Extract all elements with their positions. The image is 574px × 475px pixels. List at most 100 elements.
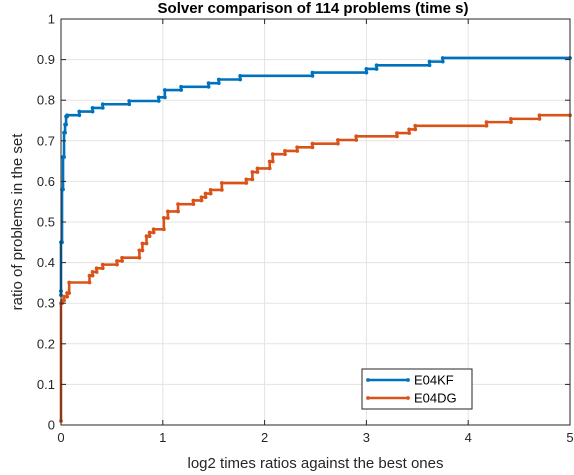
data-point (295, 149, 300, 153)
data-point (62, 155, 66, 159)
data-point (162, 88, 167, 92)
data-point (137, 248, 142, 253)
y-tick-label: 0.1 (37, 377, 55, 392)
data-point (354, 134, 359, 139)
data-point (151, 227, 156, 232)
y-tick-label: 0.5 (37, 215, 55, 230)
data-point (144, 234, 149, 239)
grid-lines (61, 19, 570, 425)
legend: E04KF E04DG (361, 368, 473, 410)
x-tick-label: 4 (465, 430, 472, 445)
x-tick-label: 0 (57, 430, 64, 445)
data-point (395, 134, 399, 139)
data-point (395, 131, 399, 135)
data-point (310, 145, 315, 150)
data-point (94, 270, 99, 274)
data-point (484, 120, 489, 125)
data-point (270, 152, 275, 157)
data-point (427, 59, 432, 64)
data-point (336, 141, 340, 146)
data-point (413, 127, 418, 132)
legend-label: E04DG (414, 391, 457, 406)
data-point (283, 152, 287, 157)
data-point (364, 70, 369, 75)
data-point (62, 294, 66, 299)
series-e04dg (59, 113, 572, 423)
series-layer (59, 56, 572, 423)
data-point (440, 59, 445, 64)
data-point (238, 73, 243, 78)
data-point (65, 113, 70, 118)
data-point (509, 116, 513, 121)
data-point (100, 262, 105, 267)
data-point (179, 84, 184, 89)
data-point (144, 241, 149, 246)
data-point (310, 70, 315, 75)
data-point (413, 123, 418, 128)
y-tick-label: 0.3 (37, 296, 55, 311)
y-axis-label: ratio of problems in the set (9, 133, 26, 311)
x-tick-label: 3 (363, 430, 370, 445)
x-tick-label: 1 (159, 430, 166, 445)
y-tick-label: 0.8 (37, 93, 55, 108)
data-point (90, 106, 95, 110)
legend-marker (366, 396, 370, 400)
data-point (250, 177, 255, 182)
data-point (440, 56, 445, 60)
legend-box (361, 368, 473, 410)
data-point (238, 77, 243, 82)
data-point (427, 63, 432, 68)
x-axis-label: log2 times ratios against the best ones (188, 455, 444, 472)
data-point (267, 166, 272, 171)
data-point (176, 202, 180, 207)
legend-marker (366, 378, 370, 382)
data-point (374, 67, 379, 71)
data-point (127, 102, 132, 107)
data-point (90, 273, 95, 278)
data-point (206, 84, 211, 89)
data-point (67, 280, 72, 285)
data-point (137, 255, 142, 260)
y-tick-label: 0 (48, 418, 55, 433)
data-point (140, 241, 145, 246)
data-point (62, 298, 66, 303)
y-tick-label: 1 (48, 12, 55, 27)
y-tick-label: 0.2 (37, 336, 55, 351)
legend-marker (406, 396, 410, 400)
data-point (147, 234, 152, 239)
data-point (255, 170, 260, 174)
data-point (374, 63, 379, 68)
data-point (115, 262, 119, 267)
data-point (156, 99, 161, 103)
data-point (310, 141, 315, 146)
data-point (165, 209, 170, 214)
data-point (115, 259, 119, 263)
y-tick-label: 0.4 (37, 255, 55, 270)
data-point (244, 177, 249, 182)
legend-entries: E04KF E04DG (366, 373, 457, 406)
axis-ticks: 0 1 2 3 4 5 0 0.1 0.2 0.3 0.4 0.5 0.6 0.7 0.8 0.9 1 (37, 12, 574, 446)
data-point (90, 270, 95, 274)
data-point (147, 230, 152, 235)
data-point (176, 209, 180, 214)
data-point (219, 188, 224, 192)
data-point (484, 123, 489, 128)
y-tick-label: 0.7 (37, 133, 55, 148)
data-point (208, 191, 213, 196)
data-point (310, 73, 315, 78)
legend-marker (406, 378, 410, 382)
data-point (354, 138, 359, 142)
data-point (203, 191, 208, 196)
data-point (537, 116, 542, 121)
data-point (140, 248, 145, 253)
data-point (267, 159, 272, 164)
chart-title: Solver comparison of 114 problems (time … (158, 0, 469, 17)
data-point (165, 216, 170, 220)
data-point (203, 195, 208, 200)
data-point (295, 145, 300, 150)
data-point (161, 227, 166, 232)
data-point (199, 198, 204, 203)
data-point (156, 95, 161, 100)
data-point (191, 202, 196, 207)
data-point (270, 159, 275, 164)
